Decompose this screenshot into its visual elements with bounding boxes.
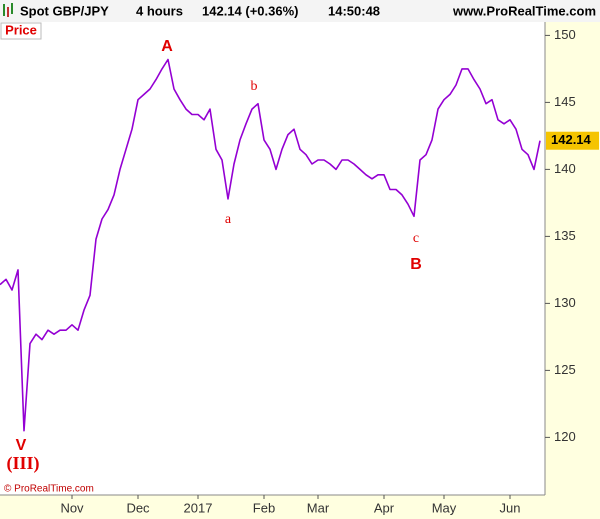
quote: 142.14 (+0.36%) [202,3,298,18]
x-tick-label: 2017 [184,500,213,515]
y-tick-label: 125 [554,362,576,377]
x-axis-panel [0,495,600,519]
app-icon [3,3,13,17]
last-value-box [546,131,599,150]
x-tick-label: Apr [374,500,395,515]
x-tick-label: Feb [253,500,275,515]
wave-label: a [225,212,232,227]
x-tick-label: Mar [307,500,330,515]
price-line [0,58,541,432]
x-tick-label: May [432,500,457,515]
y-tick-label: 120 [554,429,576,444]
wave-label: B [410,256,422,273]
y-tick-label: 150 [554,27,576,42]
y-label-box [0,22,42,40]
y-tick-label: 130 [554,295,576,310]
wave-label: A [161,38,173,55]
title: Spot GBP/JPY [20,3,109,18]
wave-label: V [16,437,27,454]
y-tick-label: 135 [554,228,576,243]
x-tick-label: Jun [500,500,521,515]
x-tick-label: Dec [126,500,150,515]
wave-label: c [413,231,419,246]
wave-label: b [251,79,258,94]
source: www.ProRealTime.com [452,3,596,18]
timeframe: 4 hours [136,3,183,18]
y-tick-label: 145 [554,94,576,109]
last-value-label: 142.14 [551,132,592,147]
copyright: © ProRealTime.com [4,484,94,495]
time: 14:50:48 [328,3,380,18]
y-axis-panel [545,22,600,519]
x-tick-label: Nov [60,500,84,515]
y-tick-label: 140 [554,161,576,176]
wave-label: (III) [6,453,39,474]
y-label: Price [5,22,37,37]
header-bar [0,0,600,22]
